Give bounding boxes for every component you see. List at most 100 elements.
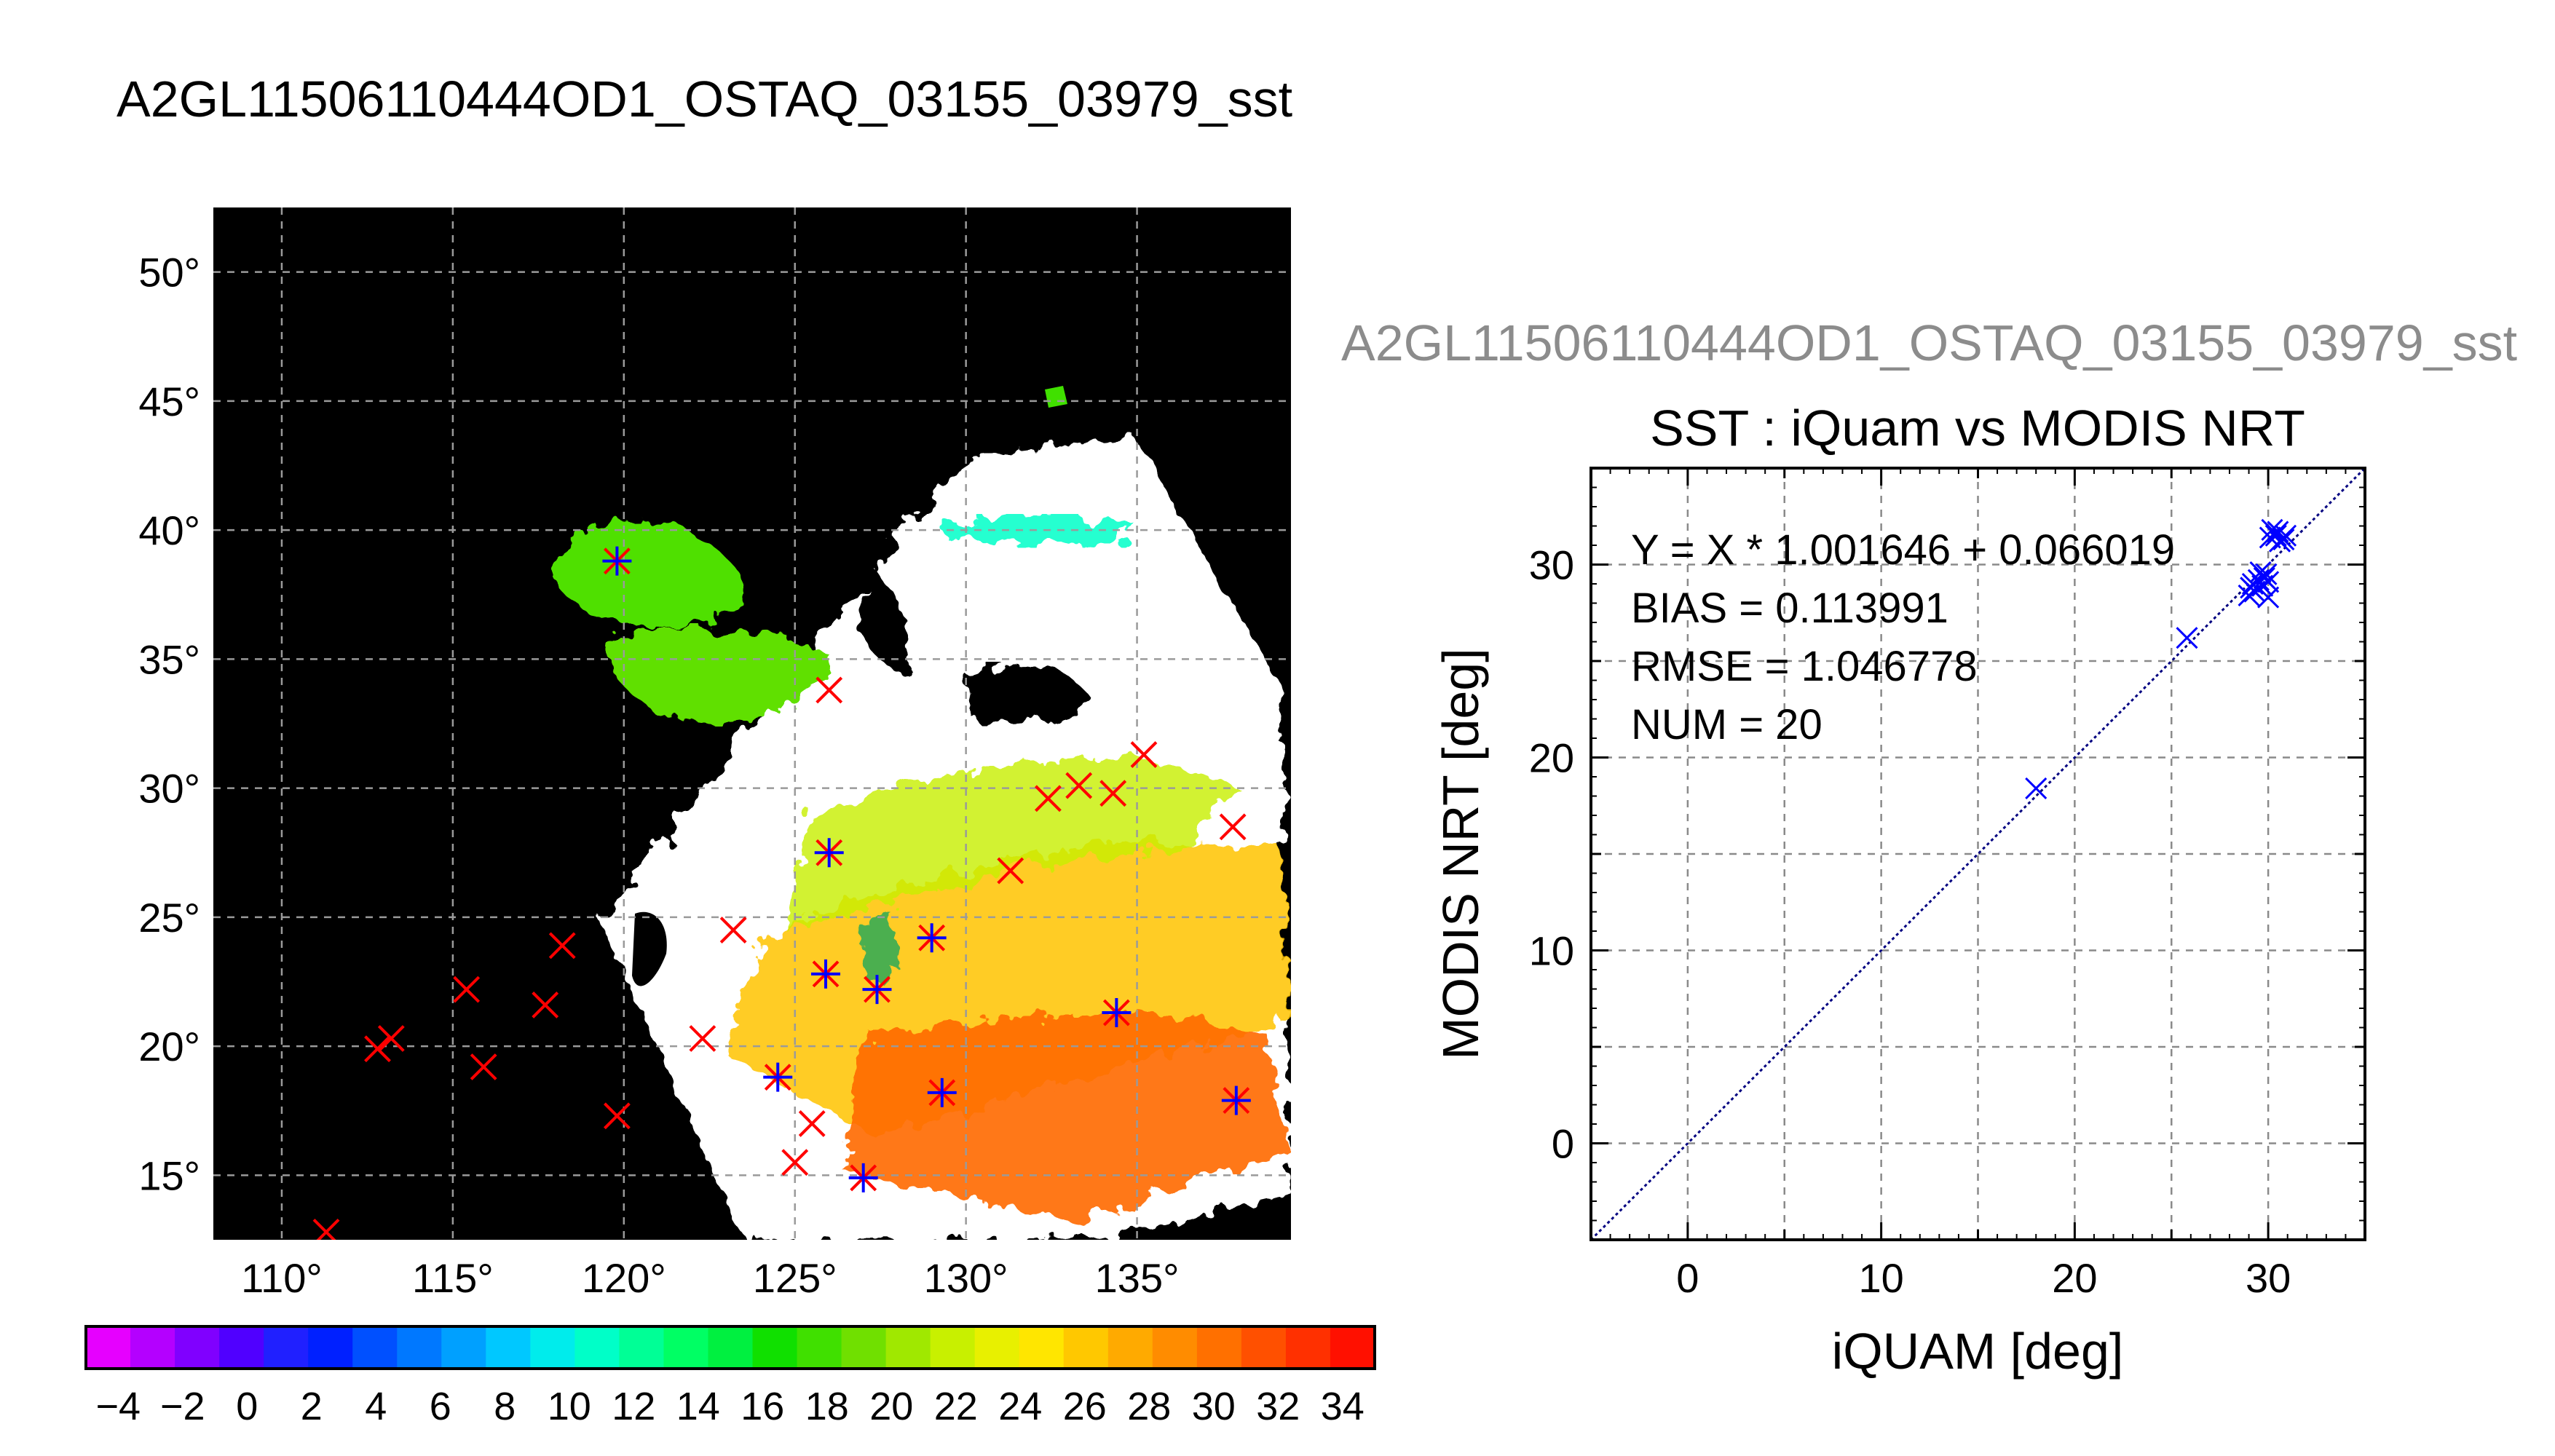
map-lon-tick-label: 130° — [924, 1255, 1008, 1301]
map-lon-tick-label: 125° — [753, 1255, 837, 1301]
colorbar-frame — [84, 1325, 1376, 1370]
stats-rmse: RMSE = 1.046778 — [1631, 643, 1978, 690]
map-iquam-marker — [1219, 813, 1247, 841]
map-lat-tick-label: 25° — [138, 895, 200, 941]
scatter-point — [2176, 627, 2198, 649]
scatter-point — [2274, 524, 2297, 547]
colorbar-cell — [1285, 1326, 1331, 1369]
sst-map: 15° 20° 25° 30° 35° 40° 45° 50° 110° 115° 120° 125… — [138, 207, 1291, 1301]
map-lon-tick-label: 120° — [582, 1255, 666, 1301]
bohai-sea-sst — [553, 521, 741, 628]
colorbar-tick-label: 30 — [1192, 1385, 1236, 1428]
scatter-point — [2264, 524, 2287, 547]
map-iquam-marker — [312, 1218, 340, 1240]
yellow-sea-sst — [604, 628, 830, 722]
map-iquam-marker — [1099, 780, 1127, 807]
colorbar-tick-label: 14 — [676, 1385, 720, 1428]
small-sst-patch — [1045, 386, 1067, 408]
colorbar-tick-label: 6 — [430, 1385, 451, 1428]
scatter-point — [2261, 518, 2283, 541]
colorbar-cell — [1330, 1326, 1375, 1369]
colorbar-tick-label: 32 — [1256, 1385, 1300, 1428]
colorbar-cell — [1196, 1326, 1242, 1369]
map-iquam-marker — [719, 917, 747, 944]
stats-num: NUM = 20 — [1631, 701, 1823, 748]
colorbar-cells — [86, 1326, 1375, 1369]
colorbar-tick-label: 4 — [365, 1385, 387, 1428]
colorbar-cell — [619, 1326, 665, 1369]
map-iquam-marker — [798, 1110, 826, 1137]
faded-panel-title: A2GL11506110444OD1_OSTAQ_03155_03979_sst — [1341, 314, 2517, 371]
scatter-title: SST : iQuam vs MODIS NRT — [1650, 400, 2305, 456]
colorbar-cell — [1152, 1326, 1198, 1369]
colorbar-tick-label: 0 — [236, 1385, 258, 1428]
page-title: A2GL11506110444OD1_OSTAQ_03155_03979_sst — [117, 71, 1292, 127]
map-iquam-marker — [532, 991, 559, 1018]
scatter-x-tick-label: 20 — [2052, 1255, 2097, 1301]
map-iquam-marker — [1034, 785, 1062, 812]
colorbar-tick-label: 16 — [741, 1385, 784, 1428]
stats-fit-equation: Y = X * 1.001646 + 0.066019 — [1631, 526, 2175, 574]
colorbar-tick-label: 8 — [494, 1385, 516, 1428]
scatter-y-tick-label: 10 — [1529, 928, 1574, 974]
colorbar-cell — [530, 1326, 575, 1369]
colorbar-tick-label: −2 — [160, 1385, 205, 1428]
map-matchup-marker — [763, 1062, 793, 1092]
fit-line — [1591, 468, 2365, 1240]
fit-line-path — [1591, 468, 2365, 1240]
scatter-x-axis-label: iQUAM [deg] — [1832, 1323, 2124, 1380]
map-lon-tick-label: 135° — [1095, 1255, 1180, 1301]
scatter-point — [2251, 574, 2274, 597]
colorbar-cell — [264, 1326, 309, 1369]
map-iquam-marker — [816, 676, 843, 704]
map-iquam-marker — [377, 1025, 405, 1052]
map-lat-tick-labels: 15° 20° 25° 30° 35° 40° 45° 50° — [138, 250, 200, 1199]
scatter-point — [2257, 586, 2280, 609]
scatter-point — [2255, 563, 2278, 585]
japan-land — [968, 665, 1092, 724]
map-gridlines — [213, 207, 1291, 1240]
map-matchup-marker — [814, 838, 844, 868]
scatter-y-tick-labels: 0 10 20 30 — [1529, 542, 1574, 1167]
scatter-point — [2025, 777, 2047, 799]
map-iquam-marker — [548, 932, 576, 960]
map-lat-tick-label: 45° — [138, 379, 200, 424]
colorbar-cell — [1107, 1326, 1153, 1369]
colorbar-cell — [219, 1326, 264, 1369]
sst-orange-region — [845, 1013, 1289, 1223]
colorbar-cell — [974, 1326, 1020, 1369]
scatter-point — [2249, 561, 2272, 584]
map-iquam-marker — [1065, 772, 1093, 799]
green-sst-patch — [856, 914, 899, 983]
colorbar-cell — [486, 1326, 531, 1369]
cyan-sst-patch — [947, 515, 1136, 546]
map-lon-tick-label: 115° — [412, 1255, 494, 1301]
colorbar-cell — [663, 1326, 709, 1369]
scatter-panel: A2GL11506110444OD1_OSTAQ_03155_03979_sst… — [1341, 314, 2517, 1380]
map-match-markers — [312, 546, 1251, 1240]
map-iquam-marker — [470, 1053, 497, 1080]
scatter-point — [2272, 528, 2295, 551]
scatter-y-tick-label: 0 — [1552, 1121, 1574, 1167]
scatter-point — [2257, 571, 2280, 593]
colorbar-cell — [708, 1326, 754, 1369]
colorbar-tick-label: 34 — [1321, 1385, 1365, 1428]
map-iquam-marker — [603, 1102, 631, 1130]
map-lat-tick-label: 30° — [138, 766, 200, 812]
colorbar-cell — [1019, 1326, 1065, 1369]
colorbar-cell — [352, 1326, 398, 1369]
colorbar-cell — [308, 1326, 353, 1369]
map-matchup-marker — [1221, 1085, 1251, 1115]
scatter-point — [2238, 584, 2260, 606]
colorbar-tick-label: 12 — [612, 1385, 655, 1428]
colorbar-cell — [1241, 1326, 1287, 1369]
colorbar-tick-labels: −4 −2 0 2 4 6 8 10 12 14 16 18 20 22 24 26 28 30 32 34 — [95, 1385, 1364, 1428]
map-matchup-marker — [602, 546, 632, 576]
scatter-x-tick-label: 0 — [1676, 1255, 1699, 1301]
scatter-y-axis-label: MODIS NRT [deg] — [1432, 648, 1489, 1059]
map-lat-tick-label: 40° — [138, 507, 200, 553]
map-lat-tick-label: 20° — [138, 1024, 200, 1069]
colorbar: −4 −2 0 2 4 6 8 10 12 14 16 18 20 22 24 26 28 30 32 34 — [84, 1325, 1376, 1428]
colorbar-tick-label: −4 — [95, 1385, 141, 1428]
map-matchup-marker — [1102, 998, 1132, 1028]
